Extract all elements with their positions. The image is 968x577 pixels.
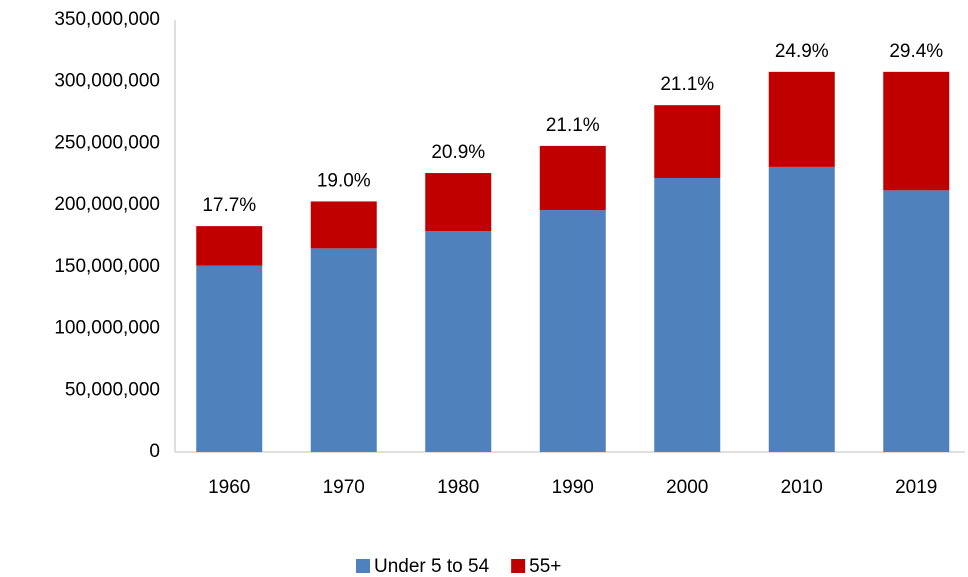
- bar-segment: [310, 248, 377, 452]
- y-tick-label: 50,000,000: [65, 379, 160, 400]
- legend-swatch: [356, 559, 370, 573]
- x-tick-label: 1970: [323, 477, 365, 498]
- legend-label: Under 5 to 54: [374, 556, 490, 577]
- bar-segment: [196, 226, 263, 266]
- x-tick-label: 2000: [666, 477, 708, 498]
- y-tick-label: 200,000,000: [54, 194, 160, 215]
- bar-segment: [539, 210, 606, 452]
- legend-swatch: [511, 559, 526, 573]
- share-label: 20.9%: [431, 142, 485, 163]
- share-label: 21.1%: [546, 115, 600, 136]
- bar-segment: [196, 265, 263, 452]
- x-tick-label: 1990: [552, 477, 594, 498]
- share-label: 29.4%: [889, 41, 943, 62]
- share-label: 17.7%: [202, 195, 256, 216]
- y-tick-label: 100,000,000: [54, 318, 160, 339]
- bar-segment: [539, 145, 606, 211]
- y-tick-label: 0: [149, 441, 160, 462]
- x-tick-label: 2010: [781, 477, 823, 498]
- bar-segment: [883, 71, 950, 191]
- x-tick-label: 1960: [208, 477, 250, 498]
- share-label: 24.9%: [775, 41, 829, 62]
- y-tick-label: 350,000,000: [54, 9, 160, 30]
- share-label: 21.1%: [660, 74, 714, 95]
- bar-segment: [425, 231, 492, 452]
- share-label: 19.0%: [317, 170, 371, 191]
- y-tick-label: 300,000,000: [54, 71, 160, 92]
- y-tick-label: 250,000,000: [54, 132, 160, 153]
- legend-label: 55+: [529, 556, 561, 577]
- y-tick-label: 150,000,000: [54, 256, 160, 277]
- bar-segment: [654, 105, 721, 178]
- bar-segment: [768, 71, 835, 167]
- bar-segment: [883, 190, 950, 452]
- bar-segment: [768, 166, 835, 452]
- bar-segment: [425, 173, 492, 232]
- bar-segment: [310, 201, 377, 249]
- x-tick-label: 2019: [895, 477, 937, 498]
- bar-segment: [654, 177, 721, 452]
- x-tick-label: 1980: [437, 477, 479, 498]
